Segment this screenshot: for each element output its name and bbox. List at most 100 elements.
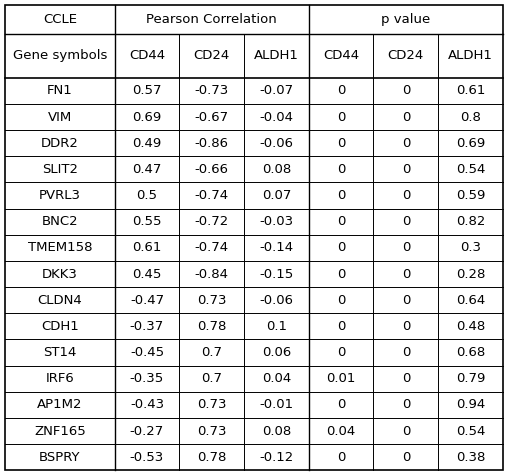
Text: -0.06: -0.06 <box>260 137 294 150</box>
Text: AP1M2: AP1M2 <box>37 399 83 411</box>
Text: 0.7: 0.7 <box>201 346 222 359</box>
Text: 0.69: 0.69 <box>456 137 485 150</box>
Text: CD44: CD44 <box>323 49 359 62</box>
Text: TMEM158: TMEM158 <box>27 241 92 255</box>
Text: 0.08: 0.08 <box>262 425 291 437</box>
Text: -0.84: -0.84 <box>195 267 229 281</box>
Text: ALDH1: ALDH1 <box>448 49 493 62</box>
Text: 0: 0 <box>402 294 410 307</box>
Text: DDR2: DDR2 <box>41 137 79 150</box>
Text: 0: 0 <box>402 372 410 385</box>
Text: 0.1: 0.1 <box>266 320 287 333</box>
Text: -0.37: -0.37 <box>130 320 164 333</box>
Text: 0.78: 0.78 <box>197 320 227 333</box>
Text: 0.7: 0.7 <box>201 372 222 385</box>
Text: VIM: VIM <box>48 111 72 124</box>
Text: 0.73: 0.73 <box>197 399 227 411</box>
Text: Pearson Correlation: Pearson Correlation <box>146 13 277 26</box>
Text: ST14: ST14 <box>43 346 77 359</box>
Text: -0.04: -0.04 <box>260 111 294 124</box>
Text: 0.78: 0.78 <box>197 451 227 464</box>
Text: 0: 0 <box>402 425 410 437</box>
Text: PVRL3: PVRL3 <box>39 189 81 202</box>
Text: CD44: CD44 <box>129 49 165 62</box>
Text: 0: 0 <box>402 399 410 411</box>
Text: SLIT2: SLIT2 <box>42 163 78 176</box>
Text: 0: 0 <box>402 320 410 333</box>
Text: 0: 0 <box>402 189 410 202</box>
Text: -0.01: -0.01 <box>260 399 294 411</box>
Text: 0.73: 0.73 <box>197 425 227 437</box>
Text: 0.04: 0.04 <box>262 372 291 385</box>
Text: 0: 0 <box>402 111 410 124</box>
Text: 0: 0 <box>337 111 345 124</box>
Text: 0.08: 0.08 <box>262 163 291 176</box>
Text: -0.53: -0.53 <box>130 451 164 464</box>
Text: 0.04: 0.04 <box>327 425 356 437</box>
Text: 0.5: 0.5 <box>137 189 157 202</box>
Text: 0.64: 0.64 <box>456 294 485 307</box>
Text: 0: 0 <box>402 163 410 176</box>
Text: 0: 0 <box>337 189 345 202</box>
Text: 0.57: 0.57 <box>132 85 162 97</box>
Text: -0.35: -0.35 <box>130 372 164 385</box>
Text: -0.74: -0.74 <box>195 241 229 255</box>
Text: ALDH1: ALDH1 <box>254 49 299 62</box>
Text: 0: 0 <box>337 399 345 411</box>
Text: 0: 0 <box>337 137 345 150</box>
Text: 0.28: 0.28 <box>456 267 485 281</box>
Text: CLDN4: CLDN4 <box>38 294 82 307</box>
Text: 0.54: 0.54 <box>456 163 485 176</box>
Text: -0.27: -0.27 <box>130 425 164 437</box>
Text: 0.48: 0.48 <box>456 320 485 333</box>
Text: -0.47: -0.47 <box>130 294 164 307</box>
Text: -0.14: -0.14 <box>260 241 294 255</box>
Text: 0.94: 0.94 <box>456 399 485 411</box>
Text: 0.82: 0.82 <box>456 215 485 228</box>
Text: BSPRY: BSPRY <box>39 451 81 464</box>
Text: Gene symbols: Gene symbols <box>13 49 107 62</box>
Text: 0.61: 0.61 <box>132 241 162 255</box>
Text: p value: p value <box>381 13 430 26</box>
Text: 0.79: 0.79 <box>456 372 485 385</box>
Text: CDH1: CDH1 <box>41 320 79 333</box>
Text: 0: 0 <box>337 241 345 255</box>
Text: 0: 0 <box>402 346 410 359</box>
Text: 0.49: 0.49 <box>133 137 162 150</box>
Text: 0: 0 <box>402 137 410 150</box>
Text: 0.59: 0.59 <box>456 189 485 202</box>
Text: 0: 0 <box>402 215 410 228</box>
Text: -0.86: -0.86 <box>195 137 229 150</box>
Text: 0.73: 0.73 <box>197 294 227 307</box>
Text: 0: 0 <box>337 320 345 333</box>
Text: 0.3: 0.3 <box>460 241 481 255</box>
Text: -0.67: -0.67 <box>195 111 229 124</box>
Text: 0.54: 0.54 <box>456 425 485 437</box>
Text: 0: 0 <box>402 451 410 464</box>
Text: -0.45: -0.45 <box>130 346 164 359</box>
Text: 0.38: 0.38 <box>456 451 485 464</box>
Text: -0.74: -0.74 <box>195 189 229 202</box>
Text: IRF6: IRF6 <box>46 372 74 385</box>
Text: -0.07: -0.07 <box>260 85 294 97</box>
Text: -0.12: -0.12 <box>259 451 294 464</box>
Text: 0: 0 <box>402 241 410 255</box>
Text: 0: 0 <box>402 267 410 281</box>
Text: -0.15: -0.15 <box>259 267 294 281</box>
Text: BNC2: BNC2 <box>42 215 78 228</box>
Text: 0.47: 0.47 <box>132 163 162 176</box>
Text: 0: 0 <box>402 85 410 97</box>
Text: -0.03: -0.03 <box>260 215 294 228</box>
Text: FN1: FN1 <box>47 85 73 97</box>
Text: 0.06: 0.06 <box>262 346 291 359</box>
Text: 0: 0 <box>337 346 345 359</box>
Text: -0.43: -0.43 <box>130 399 164 411</box>
Text: -0.72: -0.72 <box>195 215 229 228</box>
Text: 0.45: 0.45 <box>132 267 162 281</box>
Text: DKK3: DKK3 <box>42 267 78 281</box>
Text: 0: 0 <box>337 267 345 281</box>
Text: 0: 0 <box>337 85 345 97</box>
Text: CD24: CD24 <box>194 49 230 62</box>
Text: 0.55: 0.55 <box>132 215 162 228</box>
Text: 0: 0 <box>337 215 345 228</box>
